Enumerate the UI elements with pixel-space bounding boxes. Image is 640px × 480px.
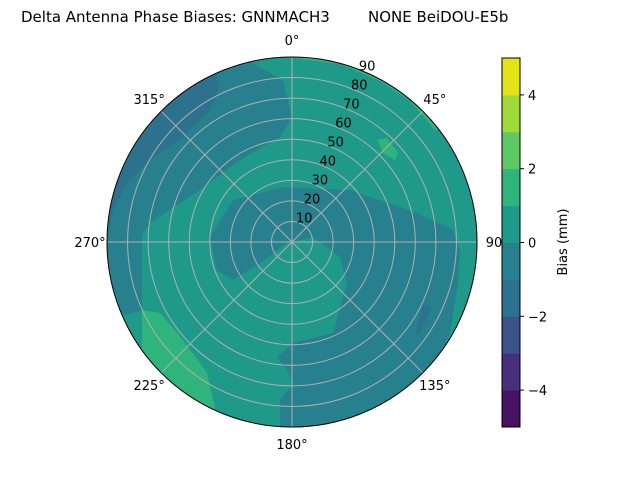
angular-tick-label: 315° [134,93,165,108]
colorbar-band [502,131,520,170]
angular-tick-label: 270° [74,236,105,251]
radial-tick-label: 50 [327,136,344,151]
colorbar-tick-label: −2 [528,310,547,325]
angular-gridline [160,241,293,374]
angular-tick-label: 90 [486,236,503,251]
contour-band--1-to-0 [210,187,460,427]
colorbar-tick-label: 2 [528,163,536,178]
colorbar: −4 −2 0 2 4 [501,57,547,428]
radial-tick-label: 40 [319,154,336,169]
radial-tick-label: 80 [351,79,368,94]
colorbar-band [502,94,520,133]
contour-band--2-to--1 [415,305,432,335]
contour-band-1-to-2 [377,138,398,160]
radial-tick-label: 90 [359,60,376,75]
colorbar-tick-label: 0 [528,237,536,252]
angular-tick-label: 0° [285,34,300,49]
radial-tick-label: 30 [312,173,329,188]
colorbar-band [502,242,520,280]
colorbar-tick-label: −4 [528,384,547,399]
colorbar-band [502,205,520,243]
angular-gridline [291,110,424,243]
contour-band--2-to--1 [107,60,218,237]
angular-tick-label: 180° [276,438,307,453]
colorbar-tick-label: 4 [528,89,536,104]
angular-gridline [291,241,424,374]
colorbar-band [502,353,520,391]
colorbar-label: Bias (mm) [556,209,571,276]
radial-tick-label: 70 [343,98,360,113]
radial-tick-label: 10 [296,211,313,226]
radial-tick-label: 60 [335,117,352,132]
axis-labels: 0° 45° 90 135° 180° 225° 270° 315° 10 20 30 40 50 60 7… [74,34,502,453]
polar-grid [106,56,478,428]
colorbar-band [502,168,520,207]
colorbar-band [502,316,520,354]
colorbar-band [502,279,520,317]
angular-gridline [160,110,293,243]
angular-tick-label: 225° [134,379,165,394]
angular-tick-label: 45° [423,93,446,108]
angular-tick-label: 135° [419,379,450,394]
radial-tick-label: 20 [304,192,321,207]
chart-title: Delta Antenna Phase Biases: GNNMACH3 NON… [21,8,509,26]
colorbar-band [502,390,520,428]
colorbar-band [502,58,520,96]
polar-frame [106,56,478,428]
